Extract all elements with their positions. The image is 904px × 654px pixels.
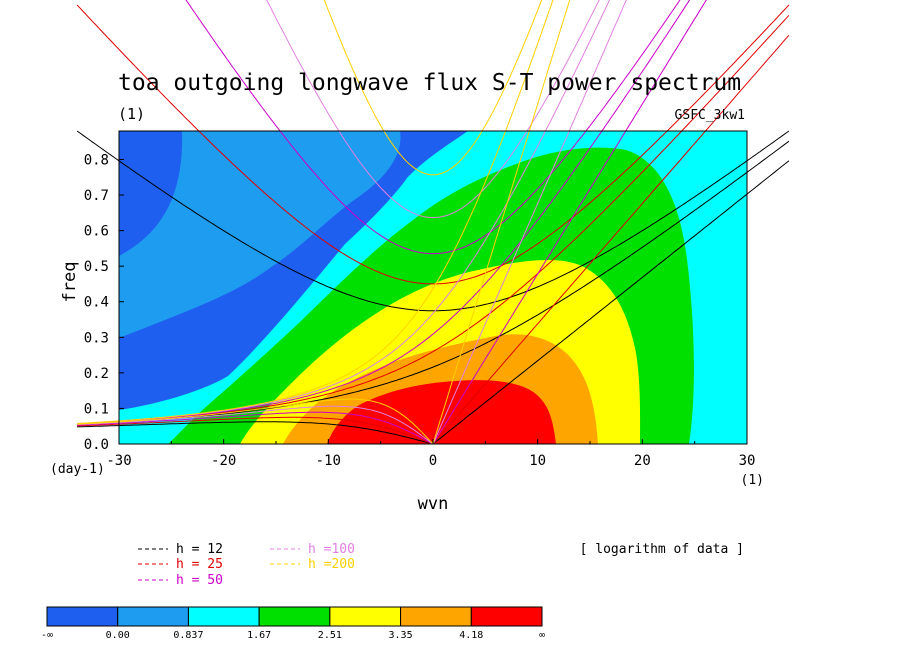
colorbar-cell bbox=[117, 606, 189, 627]
legend-label: h = 25 bbox=[176, 557, 223, 572]
colorbar-label: 0.837 bbox=[173, 630, 203, 641]
rossby-curve bbox=[77, 398, 434, 445]
rossby-curve bbox=[77, 405, 434, 445]
chart-subtitle-right: GSFC_3kw1 bbox=[675, 108, 745, 123]
x-tick-label: 30 bbox=[739, 453, 756, 469]
colorbar-cell bbox=[46, 606, 119, 627]
contour-fills bbox=[119, 131, 747, 444]
mrg-curve bbox=[77, 0, 554, 424]
mrg-curve bbox=[77, 140, 790, 425]
colorbar-label: 0.00 bbox=[106, 630, 130, 641]
log-annotation: [ logarithm of data ] bbox=[580, 542, 744, 557]
x-tick-label: -20 bbox=[211, 453, 236, 469]
x-tick-label: 0 bbox=[429, 453, 437, 469]
legend-label: h =200 bbox=[308, 557, 355, 572]
x-tick-label: 20 bbox=[634, 453, 651, 469]
kelvin-curve bbox=[432, 0, 627, 445]
y-axis-label: freq bbox=[60, 262, 80, 303]
legend-label: h = 12 bbox=[176, 542, 223, 557]
x-tick-label: 10 bbox=[529, 453, 546, 469]
colorbar-cell bbox=[400, 606, 472, 627]
colorbar-label: -∞ bbox=[41, 630, 53, 641]
colorbar-label: 3.35 bbox=[389, 630, 413, 641]
contour-region-6 bbox=[327, 380, 556, 444]
y-tick-label: 0.1 bbox=[84, 401, 109, 417]
kelvin-curve bbox=[432, 0, 571, 445]
kelvin-curve bbox=[432, 34, 790, 445]
y-tick-label: 0.8 bbox=[84, 152, 109, 168]
x-axis-label: wvn bbox=[418, 494, 449, 514]
mrg-curve bbox=[77, 0, 691, 425]
x-tick-label: -10 bbox=[316, 453, 341, 469]
colorbar-label: 2.51 bbox=[318, 630, 342, 641]
y-axis: 0.0 0.1 0.2 0.3 0.4 0.5 0.6 0.7 0.8 bbox=[84, 152, 124, 453]
rossby-curve bbox=[77, 416, 434, 445]
y-tick-label: 0.7 bbox=[84, 188, 109, 204]
legend-label: h = 50 bbox=[176, 573, 223, 588]
colorbar-cell bbox=[187, 606, 260, 627]
colorbar-cell bbox=[470, 606, 543, 627]
x-axis: -30 -20 -10 0 10 20 30 bbox=[106, 439, 755, 469]
inertia-gravity-curve bbox=[76, 130, 790, 312]
y-tick-label: 0.3 bbox=[84, 330, 109, 346]
chart-title: toa outgoing longwave flux S-T power spe… bbox=[118, 70, 741, 96]
y-tick-label: 0.2 bbox=[84, 366, 109, 382]
inertia-gravity-curve bbox=[185, 0, 681, 255]
inertia-gravity-curve bbox=[266, 0, 600, 219]
x-axis-unit: (1) bbox=[741, 473, 764, 488]
chart-subtitle-left: (1) bbox=[118, 105, 145, 123]
colorbar-label: 1.67 bbox=[247, 630, 271, 641]
y-tick-label: 0.0 bbox=[84, 437, 109, 453]
kelvin-curve bbox=[432, 160, 790, 445]
y-tick-label: 0.5 bbox=[84, 259, 109, 275]
inertia-gravity-curve bbox=[76, 4, 790, 285]
rossby-curve bbox=[77, 411, 434, 445]
y-tick-label: 0.6 bbox=[84, 224, 109, 240]
y-axis-unit: (day-1) bbox=[50, 462, 105, 477]
colorbar: -∞ 0.00 0.837 1.67 2.51 3.35 4.18 ∞ bbox=[41, 606, 545, 641]
colorbar-label: 4.18 bbox=[459, 630, 483, 641]
dispersion-curves bbox=[76, 0, 790, 445]
legend-label: h =100 bbox=[308, 542, 355, 557]
colorbar-label: ∞ bbox=[539, 630, 545, 641]
x-tick-label: -30 bbox=[106, 453, 131, 469]
y-tick-label: 0.4 bbox=[84, 295, 109, 311]
rossby-curve bbox=[77, 421, 434, 445]
colorbar-cell bbox=[329, 606, 402, 627]
colorbar-cell bbox=[258, 606, 331, 627]
inertia-gravity-curve bbox=[323, 0, 543, 176]
kelvin-curve bbox=[432, 0, 707, 445]
